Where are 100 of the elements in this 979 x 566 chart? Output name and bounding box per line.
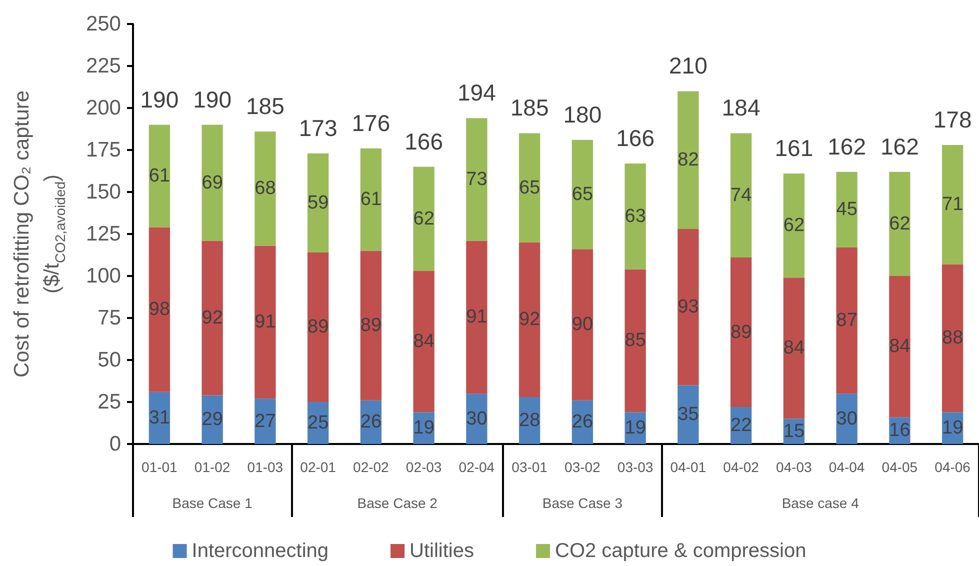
legend-label: Interconnecting	[192, 540, 329, 562]
y-tick-label: 50	[98, 348, 121, 372]
total-label: 194	[458, 80, 496, 106]
bar	[413, 166, 434, 271]
data-label: 65	[518, 177, 540, 198]
data-label: 29	[202, 409, 223, 430]
bar	[836, 172, 858, 248]
x-tick-label: 04-01	[670, 459, 706, 475]
bar	[730, 133, 752, 258]
total-label: 184	[722, 94, 760, 121]
data-label: 45	[836, 199, 858, 220]
data-label: 31	[148, 407, 170, 428]
y-tick-label: 200	[86, 96, 121, 120]
bar	[254, 246, 276, 399]
bar	[202, 124, 223, 241]
bar	[254, 398, 276, 444]
total-label: 166	[616, 124, 654, 151]
bar	[783, 278, 805, 419]
data-label: 19	[624, 418, 646, 439]
bar	[783, 174, 805, 278]
bar	[466, 240, 488, 394]
bar	[678, 228, 699, 386]
legend-label: CO2 capture & compression	[554, 540, 806, 562]
bar	[572, 140, 594, 250]
data-label: 30	[466, 408, 488, 430]
x-tick-label: 03-02	[564, 459, 601, 475]
data-label: 63	[624, 206, 646, 227]
data-label: 88	[942, 328, 964, 349]
total-label: 173	[298, 114, 338, 141]
x-tick-label: 01-01	[142, 459, 178, 475]
total-label: 176	[352, 110, 390, 136]
bar	[730, 258, 752, 408]
total-label: 190	[140, 86, 179, 112]
data-label: 30	[836, 408, 858, 430]
total-label: 178	[933, 106, 972, 132]
bar	[466, 118, 488, 241]
x-tick-label: 04-03	[776, 459, 812, 475]
data-label: 68	[254, 178, 276, 200]
data-label: 91	[254, 312, 276, 333]
data-label: 61	[148, 166, 170, 187]
bar	[518, 133, 540, 242]
bar	[307, 153, 329, 252]
data-label: 25	[307, 412, 329, 434]
y-tick-label: 0	[109, 432, 121, 456]
text: Base Case 3	[542, 495, 623, 511]
data-label: 65	[572, 184, 594, 206]
y-tick-label: 150	[86, 180, 121, 204]
data-label: 91	[466, 306, 488, 328]
y-tick-label: 75	[98, 306, 121, 330]
bar	[307, 252, 329, 402]
x-tick-label: 04-02	[723, 459, 760, 475]
bar	[942, 144, 964, 264]
bar	[360, 148, 382, 251]
total-label: 185	[246, 93, 284, 120]
bar	[678, 385, 699, 444]
bar	[202, 240, 223, 396]
data-label: 62	[783, 215, 805, 236]
data-label: 85	[624, 330, 646, 352]
data-label: 71	[942, 194, 964, 216]
y-tick-label: 175	[86, 138, 121, 162]
x-tick-label: 02-01	[300, 459, 336, 475]
total-label: 162	[828, 133, 866, 160]
data-label: 84	[889, 336, 911, 358]
x-tick-label: 03-03	[617, 459, 654, 475]
bar	[624, 163, 646, 270]
legend-label: Utilities	[410, 540, 474, 562]
bar	[889, 172, 910, 276]
x-tick-label: 01-03	[247, 459, 284, 475]
bar	[413, 270, 434, 412]
data-label: 27	[254, 410, 276, 432]
data-label: 28	[518, 410, 540, 431]
data-label: 62	[889, 213, 910, 234]
y-tick-label: 125	[86, 222, 121, 246]
x-tick-label: 01-02	[194, 459, 230, 475]
data-label: 82	[678, 150, 699, 171]
x-tick-label: 02-02	[353, 459, 390, 475]
bar	[254, 132, 276, 246]
bar	[942, 264, 964, 412]
bar	[678, 91, 699, 229]
y-tick-label: 250	[86, 12, 121, 36]
bar	[360, 250, 382, 400]
x-tick-label: 04-04	[828, 459, 865, 475]
data-label: 98	[148, 299, 170, 320]
bar	[889, 276, 910, 418]
data-label: 73	[466, 168, 488, 190]
data-label: 15	[783, 420, 805, 442]
total-label: 161	[774, 135, 814, 162]
y-tick-label: 225	[86, 54, 121, 78]
text: Base Case 1	[172, 495, 253, 511]
data-label: 61	[360, 189, 382, 210]
x-tick-label: 04-06	[934, 459, 971, 475]
bar	[836, 247, 858, 394]
data-label: 89	[307, 316, 329, 338]
total-label: 190	[193, 86, 232, 112]
data-label: 89	[730, 322, 752, 343]
data-label: 22	[730, 415, 752, 436]
total-label: 210	[669, 52, 708, 79]
data-label: 74	[730, 184, 752, 206]
bar	[572, 249, 594, 400]
x-tick-label: 04-05	[882, 459, 918, 475]
